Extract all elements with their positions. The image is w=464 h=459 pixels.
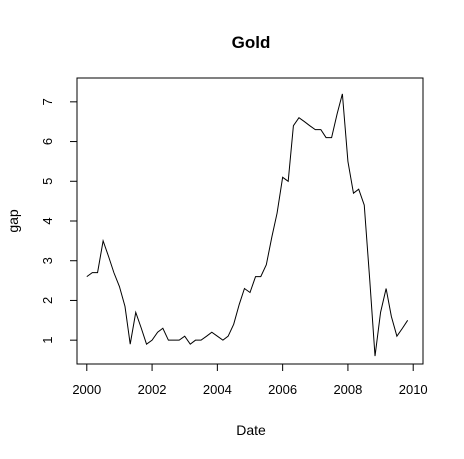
y-tick-label: 7 — [40, 98, 55, 105]
chart-title: Gold — [232, 33, 271, 52]
y-axis: 1 2 3 4 5 6 7 — [40, 98, 78, 344]
y-tick-label: 1 — [40, 337, 55, 344]
x-axis-label: Date — [236, 422, 266, 438]
x-tick-label: 2008 — [333, 382, 362, 397]
y-tick-label: 5 — [40, 178, 55, 185]
x-tick-label: 2004 — [203, 382, 232, 397]
y-tick-label: 2 — [40, 297, 55, 304]
x-axis: 2000 2002 2004 2006 2008 2010 — [72, 363, 428, 397]
x-tick-label: 2002 — [138, 382, 167, 397]
x-tick-label: 2010 — [399, 382, 428, 397]
plot-frame — [76, 77, 424, 365]
y-tick-label: 6 — [40, 138, 55, 145]
y-tick-label: 3 — [40, 257, 55, 264]
x-tick-label: 2006 — [268, 382, 297, 397]
y-axis-label: gap — [5, 209, 21, 233]
y-tick-label: 4 — [40, 217, 55, 224]
series-line — [86, 93, 409, 357]
x-tick-label: 2000 — [72, 382, 101, 397]
